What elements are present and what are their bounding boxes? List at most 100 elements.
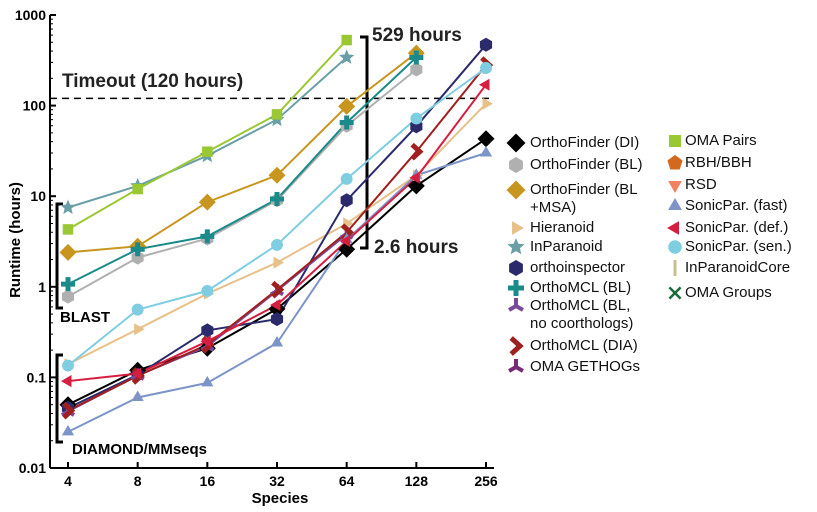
legend-label: OrthoFinder (BL +MSA) bbox=[530, 181, 638, 216]
series-line bbox=[67, 56, 417, 285]
range-bracket bbox=[360, 35, 369, 250]
series-line bbox=[67, 68, 417, 298]
marker bbox=[268, 166, 286, 184]
marker bbox=[482, 97, 493, 110]
legend-label: RSD bbox=[685, 176, 717, 193]
legend-marker bbox=[509, 157, 523, 173]
x-tick-label: 32 bbox=[269, 473, 285, 489]
legend-label: OrthoFinder (DI) bbox=[530, 134, 640, 151]
legend-label: OrthoMCL (BL) bbox=[530, 279, 632, 296]
marker bbox=[270, 312, 284, 327]
legend-marker bbox=[669, 135, 681, 147]
marker bbox=[201, 375, 214, 387]
series-line bbox=[67, 52, 417, 254]
y-tick-label: 1 bbox=[38, 279, 46, 295]
marker bbox=[271, 109, 283, 120]
legend-label: InParanoid bbox=[530, 238, 603, 255]
marker bbox=[62, 224, 74, 235]
x-tick-label: 4 bbox=[64, 473, 72, 489]
marker bbox=[62, 359, 74, 372]
legend-marker bbox=[667, 155, 683, 170]
x-tick-label: 64 bbox=[339, 473, 355, 489]
y-tick-label: 0.01 bbox=[19, 460, 46, 476]
x-axis-label: Species bbox=[252, 490, 309, 507]
y-axis-label: Runtime (hours) bbox=[7, 182, 24, 298]
legend-label: SonicPar. (def.) bbox=[685, 219, 789, 236]
marker bbox=[61, 289, 75, 304]
marker bbox=[131, 303, 144, 316]
legend-marker bbox=[668, 181, 682, 193]
legend-label: SonicPar. (fast) bbox=[685, 197, 788, 214]
marker bbox=[201, 323, 214, 338]
legend-label: RBH/BBH bbox=[685, 154, 752, 171]
blast-label: BLAST bbox=[60, 309, 110, 326]
marker bbox=[131, 250, 144, 265]
marker bbox=[130, 367, 142, 380]
diamond-bracket bbox=[55, 353, 63, 444]
marker bbox=[271, 280, 285, 299]
x-tick-label: 8 bbox=[134, 473, 142, 489]
y-tick-label: 100 bbox=[23, 98, 47, 114]
legend-marker bbox=[507, 238, 525, 255]
legend-marker bbox=[668, 240, 682, 254]
marker bbox=[338, 97, 356, 115]
legend-marker bbox=[668, 286, 682, 300]
x-tick-label: 16 bbox=[200, 473, 216, 489]
marker bbox=[273, 256, 284, 269]
legend-label: OMA GETHOGs bbox=[530, 358, 641, 375]
y-tick-label: 1000 bbox=[15, 7, 46, 23]
marker bbox=[339, 49, 355, 64]
legend-label: Hieranoid bbox=[530, 219, 595, 236]
marker bbox=[131, 390, 144, 401]
legend-marker bbox=[508, 280, 524, 296]
marker bbox=[339, 115, 354, 130]
marker bbox=[61, 375, 72, 388]
blast-bracket bbox=[55, 202, 63, 310]
legend-marker bbox=[506, 133, 526, 153]
marker bbox=[202, 146, 213, 157]
legend-marker bbox=[506, 180, 526, 200]
marker bbox=[338, 240, 356, 258]
marker bbox=[340, 173, 353, 185]
marker bbox=[409, 171, 420, 184]
marker bbox=[270, 336, 284, 347]
marker bbox=[410, 112, 423, 125]
y-tick-label: 0.1 bbox=[27, 369, 47, 385]
marker bbox=[198, 193, 216, 211]
marker bbox=[201, 284, 214, 297]
x-tick-label: 256 bbox=[474, 473, 498, 489]
marker bbox=[271, 238, 283, 251]
marker bbox=[477, 130, 495, 148]
legend-marker bbox=[509, 260, 523, 276]
marker bbox=[59, 243, 77, 261]
legend-label: InParanoidCore bbox=[685, 259, 791, 276]
marker bbox=[61, 424, 75, 436]
legend-marker bbox=[508, 298, 524, 312]
legend-label: OrthoMCL (BL, no coorthologs) bbox=[530, 297, 634, 332]
marker bbox=[407, 177, 425, 195]
marker bbox=[62, 401, 76, 420]
legend-marker bbox=[667, 221, 679, 235]
max-label: 529 hours bbox=[372, 25, 462, 46]
marker bbox=[200, 335, 211, 348]
marker bbox=[410, 62, 423, 77]
marker bbox=[479, 37, 493, 52]
marker bbox=[341, 34, 352, 46]
marker bbox=[270, 298, 281, 311]
legend-marker bbox=[668, 198, 682, 210]
marker bbox=[134, 323, 145, 336]
marker bbox=[479, 78, 490, 91]
marker bbox=[132, 183, 143, 195]
marker bbox=[130, 242, 145, 257]
marker bbox=[339, 235, 351, 248]
legend-label: OMA Pairs bbox=[685, 132, 757, 149]
marker bbox=[480, 62, 492, 74]
legend-marker bbox=[509, 336, 524, 356]
legend-label: SonicPar. (sen.) bbox=[685, 238, 792, 255]
min-label: 2.6 hours bbox=[374, 237, 458, 258]
legend-label: orthoinspector bbox=[530, 259, 626, 276]
timeout-label: Timeout (120 hours) bbox=[62, 71, 243, 92]
marker bbox=[479, 146, 493, 157]
marker bbox=[61, 277, 75, 292]
